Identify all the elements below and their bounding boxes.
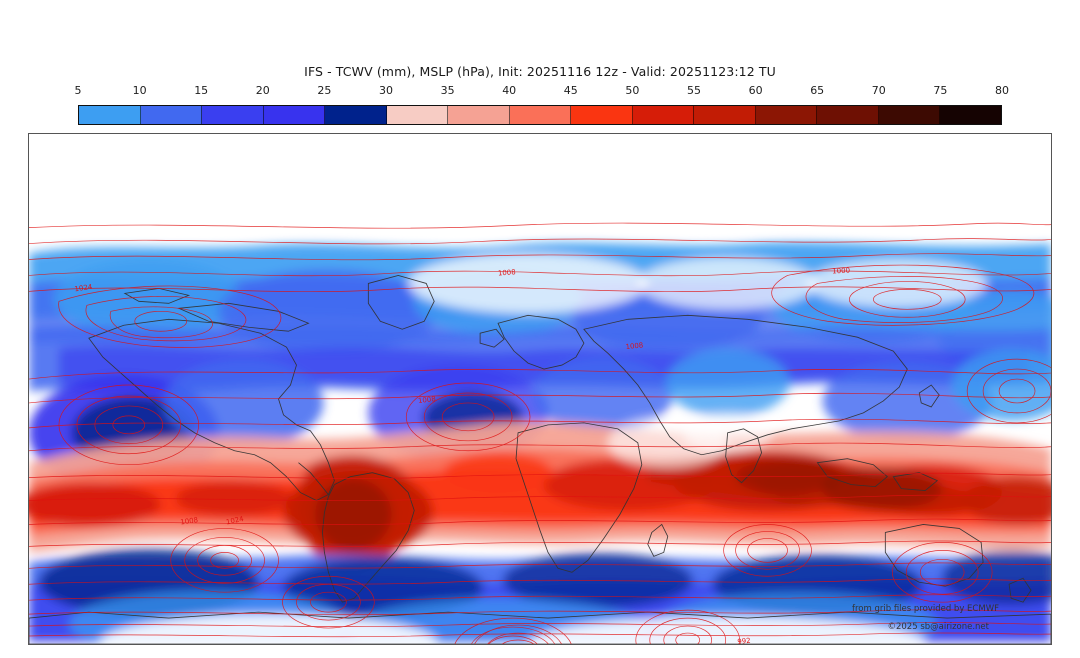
colorbar-tick-20: 20 <box>255 84 270 97</box>
colorbar-tick-5: 5 <box>74 84 82 97</box>
svg-text:1000: 1000 <box>832 267 850 276</box>
colorbar-tick-50: 50 <box>625 84 640 97</box>
svg-text:992: 992 <box>737 637 751 644</box>
map-svg: 1024 1024 1008 1008 1008 1008 1000 1000 … <box>29 134 1051 644</box>
colorbar-segment-30 <box>386 106 449 124</box>
colorbar-tick-25: 25 <box>317 84 332 97</box>
colorbar-tick-65: 65 <box>810 84 825 97</box>
colorbar-segment-15 <box>202 106 264 124</box>
colorbar-tick-10: 10 <box>132 84 147 97</box>
colorbar-tick-60: 60 <box>748 84 763 97</box>
colorbar-segment-70 <box>878 106 941 124</box>
svg-text:1008: 1008 <box>418 395 437 405</box>
colorbar-tick-30: 30 <box>378 84 393 97</box>
colorbar-tick-15: 15 <box>194 84 209 97</box>
svg-text:1008: 1008 <box>180 516 199 526</box>
colorbar-segment-50 <box>632 106 695 124</box>
colorbar-tick-80: 80 <box>995 84 1009 97</box>
svg-text:1008: 1008 <box>625 341 644 351</box>
colorbar-segment-20 <box>263 106 326 124</box>
svg-text:1008: 1008 <box>498 268 516 277</box>
colorbar-segment-45 <box>571 106 633 124</box>
colorbar-segment-10 <box>140 106 203 124</box>
colorbar-tick-40: 40 <box>502 84 517 97</box>
colorbar-segment-5 <box>79 106 141 124</box>
colorbar-segment-35 <box>448 106 510 124</box>
colorbar-segment-25 <box>325 106 387 124</box>
colorbar-legend: 5 10 15 20 25 30 35 40 45 50 55 60 65 70 75 80 <box>74 84 1010 126</box>
colorbar-segment-40 <box>509 106 572 124</box>
colorbar-tick-55: 55 <box>686 84 701 97</box>
colorbar-segment-75 <box>940 106 1001 124</box>
colorbar-segment-55 <box>694 106 756 124</box>
data-source-credit: from grib files provided by ECMWF <box>852 604 999 614</box>
colorbar-tick-labels: 5 10 15 20 25 30 35 40 45 50 55 60 65 70 75 80 <box>74 84 1010 101</box>
copyright-credit: ©2025 sb@airizone.net <box>887 622 989 632</box>
colorbar-tick-75: 75 <box>933 84 948 97</box>
chart-title: IFS - TCWV (mm), MSLP (hPa), Init: 20251… <box>304 64 776 79</box>
colorbar-tick-45: 45 <box>563 84 578 97</box>
svg-text:1024: 1024 <box>225 515 245 527</box>
svg-text:1024: 1024 <box>74 283 93 293</box>
map-canvas: 1024 1024 1008 1008 1008 1008 1000 1000 … <box>29 134 1051 644</box>
map-frame[interactable]: 1024 1024 1008 1008 1008 1008 1000 1000 … <box>28 133 1052 645</box>
colorbar-segment-65 <box>817 106 879 124</box>
colorbar-gradient <box>78 105 1002 125</box>
colorbar-segment-60 <box>755 106 818 124</box>
colorbar-tick-70: 70 <box>871 84 886 97</box>
colorbar-tick-35: 35 <box>440 84 455 97</box>
